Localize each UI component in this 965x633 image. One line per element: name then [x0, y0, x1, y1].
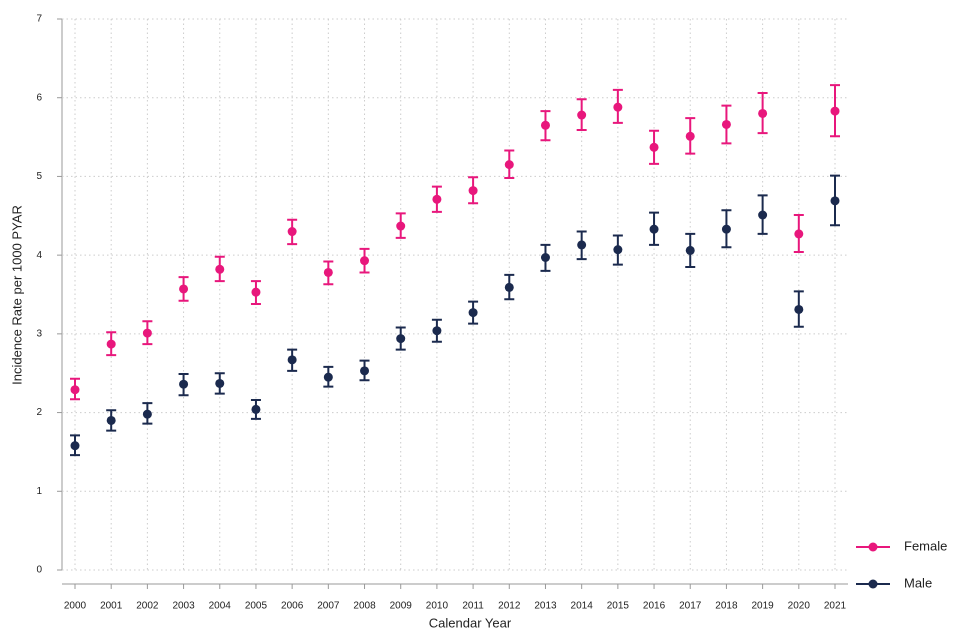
y-tick-label: 4 — [36, 250, 42, 261]
y-tick-label: 0 — [36, 565, 42, 576]
x-tick-label: 2018 — [715, 601, 738, 612]
point — [106, 415, 116, 425]
x-tick-label: 2001 — [100, 601, 123, 612]
point — [360, 256, 370, 266]
x-tick-label: 2017 — [679, 601, 702, 612]
legend-label: Male — [904, 575, 932, 590]
x-tick-label: 2021 — [824, 601, 847, 612]
point — [323, 372, 333, 382]
y-tick-label: 7 — [36, 14, 42, 25]
point — [721, 224, 731, 234]
point — [323, 267, 333, 277]
point — [613, 245, 623, 255]
y-tick-label: 5 — [36, 171, 42, 182]
point — [179, 284, 189, 294]
point — [649, 224, 659, 234]
y-tick-label: 1 — [36, 486, 42, 497]
legend-marker — [868, 542, 878, 552]
point — [215, 378, 225, 388]
point — [504, 282, 514, 292]
x-tick-label: 2013 — [534, 601, 557, 612]
point — [468, 308, 478, 318]
point — [758, 108, 768, 118]
point — [70, 385, 80, 395]
y-axis-title: Incidence Rate per 1000 PYAR — [9, 205, 24, 385]
point — [649, 142, 659, 152]
x-tick-label: 2002 — [136, 601, 159, 612]
point — [215, 264, 225, 274]
x-tick-label: 2010 — [426, 601, 449, 612]
point — [142, 328, 152, 338]
legend-label: Female — [904, 538, 947, 553]
point — [794, 229, 804, 239]
y-tick-label: 6 — [36, 92, 42, 103]
point — [360, 366, 370, 376]
point — [685, 245, 695, 255]
point — [106, 339, 116, 349]
point — [287, 355, 297, 365]
x-tick-label: 2009 — [390, 601, 413, 612]
point — [432, 194, 442, 204]
point — [396, 334, 406, 344]
point — [721, 119, 731, 129]
x-tick-label: 2014 — [571, 601, 594, 612]
x-tick-label: 2006 — [281, 601, 304, 612]
point — [577, 240, 587, 250]
y-tick-label: 2 — [36, 407, 42, 418]
point — [251, 404, 261, 414]
point — [251, 287, 261, 297]
point — [540, 253, 550, 263]
x-tick-label: 2019 — [751, 601, 774, 612]
x-tick-label: 2000 — [64, 601, 87, 612]
x-tick-label: 2005 — [245, 601, 268, 612]
point — [540, 120, 550, 130]
x-tick-label: 2011 — [462, 601, 484, 612]
y-tick-label: 3 — [36, 328, 42, 339]
x-axis-title: Calendar Year — [429, 615, 512, 630]
x-tick-label: 2007 — [317, 601, 340, 612]
x-tick-label: 2004 — [209, 601, 232, 612]
point — [504, 160, 514, 170]
point — [468, 186, 478, 196]
point — [830, 106, 840, 116]
x-tick-label: 2016 — [643, 601, 666, 612]
point — [758, 210, 768, 220]
x-tick-label: 2015 — [607, 601, 630, 612]
x-tick-label: 2003 — [172, 601, 195, 612]
point — [685, 131, 695, 141]
point — [432, 326, 442, 336]
point — [179, 379, 189, 389]
point — [142, 409, 152, 419]
point — [396, 221, 406, 231]
x-tick-label: 2012 — [498, 601, 521, 612]
legend-marker — [868, 579, 878, 589]
point — [70, 441, 80, 451]
point — [794, 304, 804, 314]
x-tick-label: 2020 — [788, 601, 811, 612]
point — [830, 196, 840, 206]
point — [287, 227, 297, 237]
x-tick-label: 2008 — [353, 601, 376, 612]
point — [613, 102, 623, 112]
point — [577, 110, 587, 120]
